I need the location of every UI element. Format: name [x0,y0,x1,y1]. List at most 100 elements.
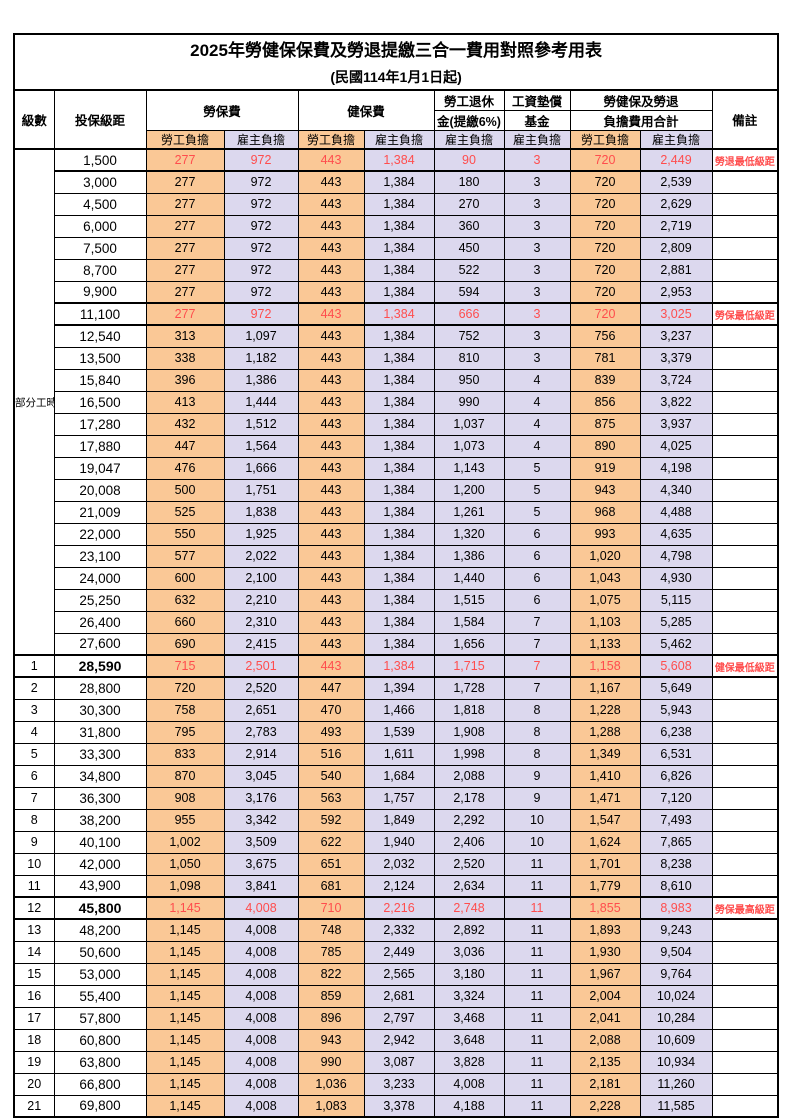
salary-bracket-cell: 48,200 [53,918,147,942]
fee-value-cell: 1,050 [145,852,225,876]
salary-bracket-cell: 21,009 [53,500,147,524]
fee-value-cell: 720 [569,214,641,238]
fee-value-cell: 1,611 [363,742,435,766]
fee-value-cell: 943 [569,478,641,502]
fee-value-cell: 443 [297,148,365,172]
fee-value-cell: 781 [569,346,641,370]
salary-bracket-cell: 28,800 [53,676,147,700]
fee-value-cell: 5,649 [639,676,713,700]
table-row: 13,500 338 1,182 443 1,384 810 3 781 3,379 [14,346,779,370]
fee-value-cell: 476 [145,456,225,480]
remark-cell [711,632,779,656]
col-header-salary: 投保級距 [53,89,147,150]
fee-value-cell: 443 [297,214,365,238]
fee-value-cell: 8 [503,742,571,766]
level-cell: 7 [13,786,55,810]
fee-value-cell: 10 [503,830,571,854]
remark-cell [711,390,779,414]
table-row: 10 42,000 1,050 3,675 651 2,032 2,520 11 1,701 8,… [13,852,779,876]
fee-value-cell: 785 [297,940,365,964]
fee-value-cell: 875 [569,412,641,436]
fee-value-cell: 8,238 [639,852,713,876]
fee-value-cell: 2,228 [569,1094,641,1118]
fee-value-cell: 7 [503,610,571,634]
fee-value-cell: 1,103 [569,610,641,634]
level-cell: 12 [13,896,55,920]
fee-value-cell: 443 [297,456,365,480]
fee-value-cell: 1,384 [363,544,435,568]
table-row: 1 28,590 715 2,501 443 1,384 1,715 7 1,158 5,608 健… [13,654,779,678]
fee-value-cell: 660 [145,610,225,634]
fee-value-cell: 443 [297,346,365,370]
fee-value-cell: 443 [297,544,365,568]
fee-value-cell: 540 [297,764,365,788]
salary-bracket-cell: 11,100 [53,302,147,326]
fee-value-cell: 10,934 [639,1050,713,1074]
fee-value-cell: 432 [145,412,225,436]
fee-value-cell: 6 [503,588,571,612]
salary-bracket-cell: 31,800 [53,720,147,744]
salary-bracket-cell: 50,600 [53,940,147,964]
fee-value-cell: 4,008 [223,1050,299,1074]
remark-cell [711,280,779,304]
fee-value-cell: 2,651 [223,698,299,722]
remark-cell [711,456,779,480]
salary-bracket-cell: 16,500 [53,390,147,414]
fee-value-cell: 1,394 [363,676,435,700]
salary-bracket-cell: 66,800 [53,1072,147,1096]
fee-value-cell: 10,609 [639,1028,713,1052]
subheader-pension-employer: 雇主負擔 [433,130,505,150]
fee-value-cell: 2,415 [223,632,299,656]
level-cell: 13 [13,918,55,942]
fee-value-cell: 1,097 [223,324,299,348]
fee-value-cell: 1,666 [223,456,299,480]
fee-value-cell: 993 [569,522,641,546]
salary-bracket-cell: 25,250 [53,588,147,612]
fee-value-cell: 795 [145,720,225,744]
table-row: 17,280 432 1,512 443 1,384 1,037 4 875 3,937 [14,412,779,436]
fee-value-cell: 1,384 [363,390,435,414]
col-header-pension-line1: 勞工退休 [433,89,505,111]
fee-value-cell: 5 [503,500,571,524]
fee-value-cell: 908 [145,786,225,810]
fee-value-cell: 1,145 [145,896,225,920]
fee-value-cell: 3 [503,258,571,282]
fee-value-cell: 4,930 [639,566,713,590]
fee-value-cell: 622 [297,830,365,854]
fee-value-cell: 447 [297,676,365,700]
level-cell: 19 [13,1050,55,1074]
fee-value-cell: 2,032 [363,852,435,876]
fee-value-cell: 972 [223,280,299,304]
fee-value-cell: 2,634 [433,874,505,898]
fee-value-cell: 5,462 [639,632,713,656]
fee-value-cell: 1,684 [363,764,435,788]
fee-value-cell: 839 [569,368,641,392]
table-row: 4 31,800 795 2,783 493 1,539 1,908 8 1,288 6,238 [13,720,779,744]
fee-value-cell: 3 [503,302,571,326]
fee-value-cell: 8 [503,720,571,744]
salary-bracket-cell: 43,900 [53,874,147,898]
subheader-total-employee: 勞工負擔 [569,130,641,150]
table-body: 部分工時 1,500 277 972 443 1,384 90 3 720 2,449 勞退最低級距… [13,148,779,1118]
level-cell: 18 [13,1028,55,1052]
remark-cell [711,434,779,458]
remark-cell [711,522,779,546]
fee-value-cell: 4,008 [223,918,299,942]
fee-value-cell: 1,228 [569,698,641,722]
fee-value-cell: 1,728 [433,676,505,700]
fee-value-cell: 748 [297,918,365,942]
table-row: 7 36,300 908 3,176 563 1,757 2,178 9 1,471 7,120 [13,786,779,810]
fee-value-cell: 4,008 [223,940,299,964]
remark-cell: 健保最低級距 [711,654,779,678]
salary-bracket-cell: 22,000 [53,522,147,546]
salary-bracket-cell: 42,000 [53,852,147,876]
fee-value-cell: 1,849 [363,808,435,832]
fee-value-cell: 8,983 [639,896,713,920]
fee-value-cell: 3,828 [433,1050,505,1074]
fee-value-cell: 550 [145,522,225,546]
fee-value-cell: 2,124 [363,874,435,898]
fee-value-cell: 1,584 [433,610,505,634]
salary-bracket-cell: 7,500 [53,236,147,260]
fee-value-cell: 1,564 [223,434,299,458]
fee-value-cell: 1,386 [223,368,299,392]
